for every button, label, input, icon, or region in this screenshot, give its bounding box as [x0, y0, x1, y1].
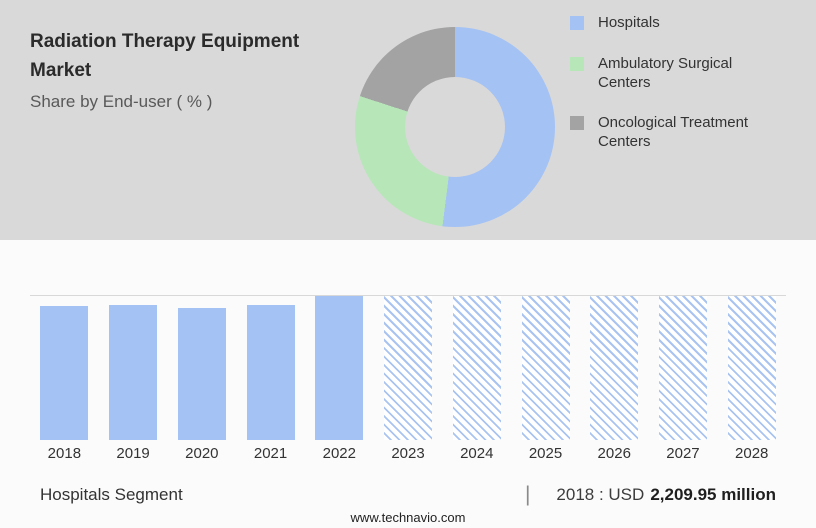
bar-column-2024 [442, 296, 511, 440]
x-axis-label-2025: 2025 [528, 445, 563, 462]
bar-column-2026 [580, 296, 649, 440]
bar-2022 [315, 296, 364, 440]
x-axis-label-2020: 2020 [185, 445, 219, 462]
x-axis-label-2028: 2028 [735, 445, 769, 462]
x-axis-label-2027: 2027 [666, 445, 700, 462]
forecast-bar-2024 [452, 296, 501, 440]
x-axis-labels: 2018 2019 2020 2021 2022 2023 2024 2025 2026 2027… [30, 445, 786, 462]
x-axis-label-2022: 2022 [322, 445, 356, 462]
forecast-bar-2025 [521, 296, 570, 440]
footer: Hospitals Segment | 2018 : USD 2,209.95 … [0, 480, 816, 510]
legend-label: Ambulatory Surgical Centers [598, 54, 733, 91]
forecast-bar-2028 [727, 296, 776, 440]
bar-column-2022 [305, 296, 374, 440]
x-axis-label-2024: 2024 [460, 445, 494, 462]
forecast-bar-2023 [384, 296, 433, 440]
bar-column-2023 [374, 296, 443, 440]
top-panel: Radiation Therapy Equipment Market Share… [0, 0, 816, 240]
value-prefix: 2018 : USD [556, 485, 645, 504]
bar-2021 [246, 304, 295, 440]
value-amount: 2,209.95 million [650, 485, 776, 504]
bar-column-2019 [99, 296, 168, 440]
x-axis-label-2019: 2019 [116, 445, 150, 462]
bars-container [30, 296, 786, 440]
value-group: | 2018 : USD 2,209.95 million [525, 483, 776, 507]
legend-swatch-icon [570, 56, 584, 71]
page-subtitle: Share by End-user ( % ) [30, 92, 213, 111]
footer-separator: | [524, 483, 531, 506]
legend-label: Hospitals [598, 14, 660, 31]
bar-column-2028 [717, 296, 786, 440]
legend-item-0: Hospitals [570, 14, 800, 33]
bar-column-2027 [649, 296, 718, 440]
donut-hole [405, 77, 505, 177]
legend-item-1: Ambulatory Surgical Centers [570, 55, 800, 93]
x-axis-label-2026: 2026 [597, 445, 631, 462]
bar-column-2025 [511, 296, 580, 440]
bar-chart [30, 295, 786, 440]
x-axis-label-2018: 2018 [47, 445, 82, 462]
legend-label: Oncological Treatment Centers [598, 114, 749, 150]
legend-item-2: Oncological Treatment Centers [570, 114, 800, 152]
bar-2020 [177, 307, 226, 440]
x-axis-label-2021: 2021 [253, 445, 288, 462]
segment-label: Hospitals Segment [40, 485, 183, 504]
bar-column-2018 [30, 296, 99, 440]
bar-2019 [109, 304, 158, 440]
legend-swatch-icon [570, 116, 584, 131]
forecast-bar-2027 [658, 296, 707, 440]
bar-2018 [40, 306, 89, 440]
bar-column-2020 [167, 296, 236, 440]
bar-column-2021 [236, 296, 305, 440]
forecast-bar-2026 [590, 296, 639, 440]
legend-swatch-icon [570, 16, 584, 30]
donut-chart [355, 27, 555, 227]
page-title: Radiation Therapy Equipment Market [30, 31, 300, 81]
chart-legend: Hospitals Ambulatory Surgical Centers Onco… [570, 14, 800, 152]
watermark-url: www.technavio.com [350, 510, 466, 525]
x-axis-label-2023: 2023 [391, 445, 425, 462]
